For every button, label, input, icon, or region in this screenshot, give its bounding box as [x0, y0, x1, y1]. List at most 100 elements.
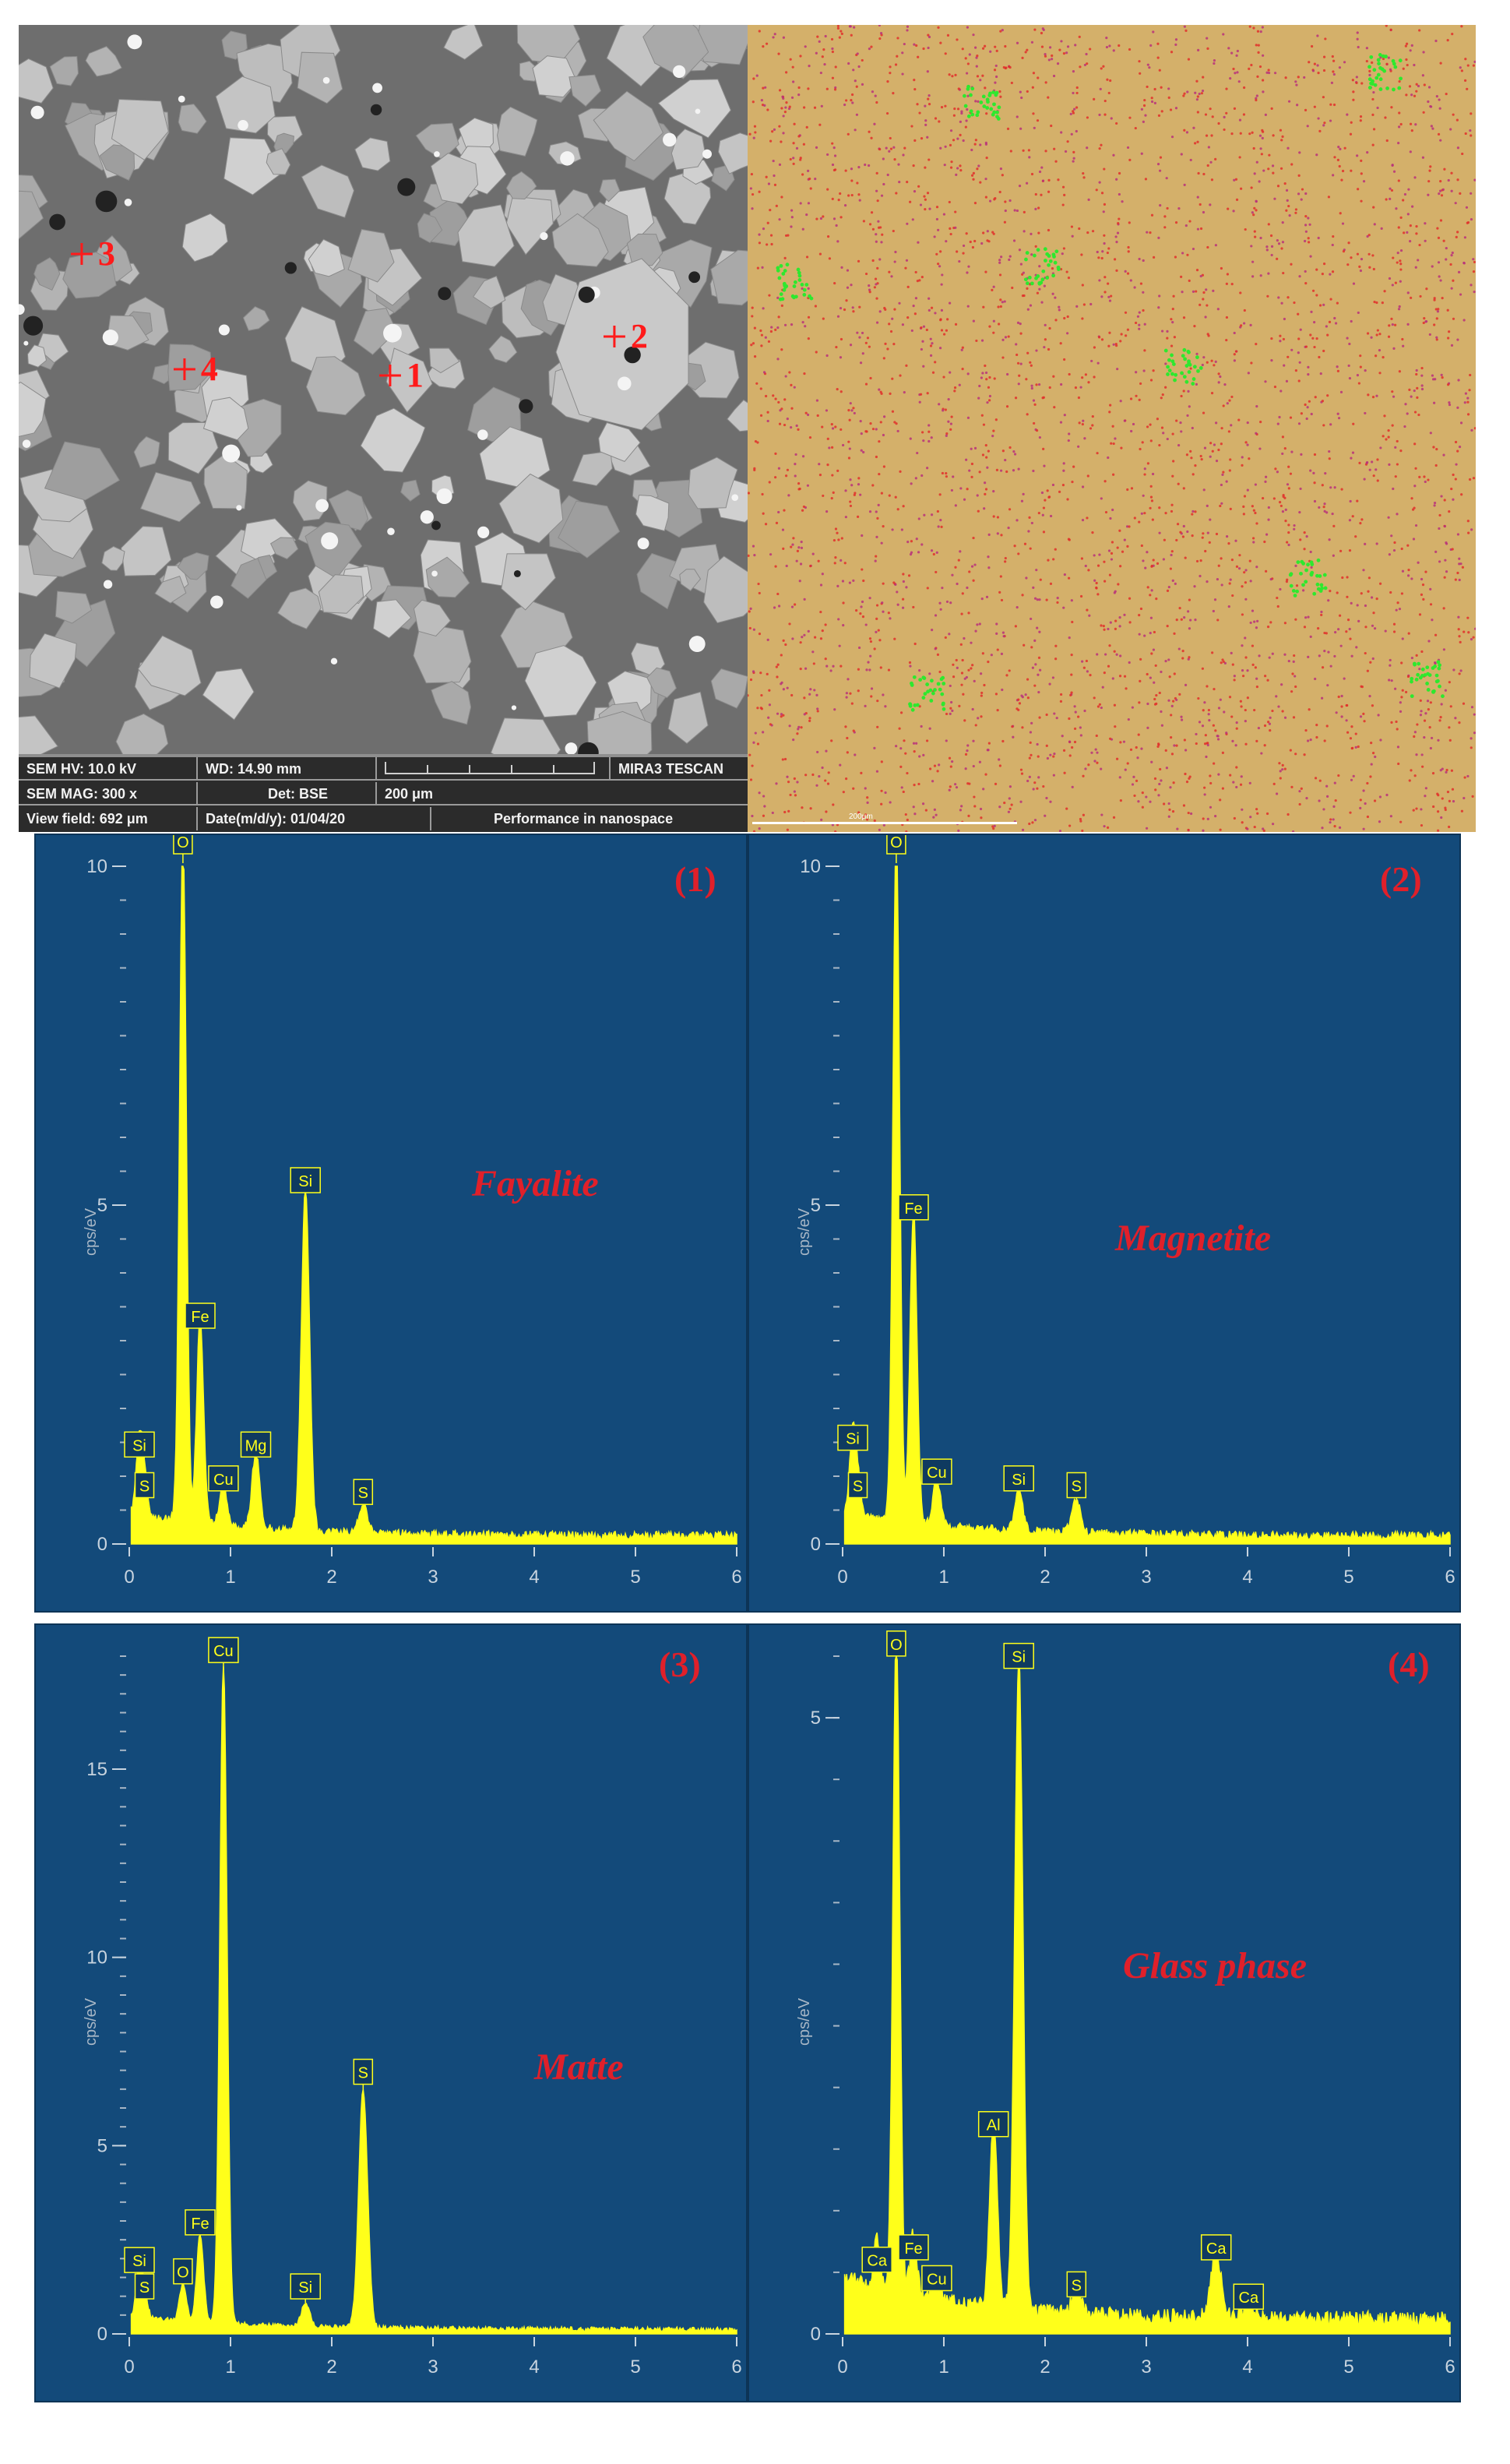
element-dot: [794, 794, 797, 797]
element-dot: [1267, 272, 1270, 275]
element-dot: [1462, 796, 1466, 800]
element-dot: [994, 693, 998, 696]
element-dot: [1293, 527, 1296, 531]
element-dot: [973, 202, 977, 205]
element-dot: [1001, 631, 1005, 634]
element-dot: [1398, 79, 1401, 83]
element-dot: [866, 337, 870, 340]
element-dot: [1091, 230, 1095, 233]
element-dot: [1325, 511, 1329, 514]
element-dot: [795, 424, 798, 428]
element-dot: [1399, 280, 1402, 283]
element-dot: [892, 229, 895, 233]
element-dot: [1038, 265, 1041, 268]
green-element-dot: [1376, 58, 1381, 62]
element-dot: [1054, 548, 1057, 551]
element-dot: [1406, 291, 1410, 294]
element-dot: [1244, 708, 1247, 712]
element-dot: [1456, 533, 1460, 536]
green-element-dot: [1196, 368, 1200, 373]
element-dot: [1329, 423, 1332, 426]
element-dot: [1217, 564, 1220, 567]
element-dot: [1047, 178, 1051, 182]
element-dot: [1102, 210, 1105, 213]
element-dot: [759, 329, 762, 333]
mineral-grain: [626, 233, 663, 266]
element-dot: [1149, 44, 1153, 47]
green-element-dot: [804, 283, 809, 287]
element-dot: [1349, 737, 1353, 740]
element-dot: [1387, 335, 1391, 338]
element-dot: [769, 234, 773, 237]
element-dot: [1315, 153, 1318, 157]
element-dot: [1008, 65, 1011, 69]
element-dot: [1275, 695, 1278, 698]
element-dot: [1410, 769, 1413, 772]
peak-label-o: O: [886, 1630, 906, 1666]
element-dot: [939, 519, 942, 522]
element-dot: [1394, 475, 1397, 478]
element-dot: [1323, 631, 1326, 635]
element-dot: [1449, 128, 1452, 131]
element-dot: [1167, 658, 1170, 661]
element-dot: [1439, 219, 1443, 222]
element-dot: [1451, 548, 1454, 551]
element-dot: [811, 650, 815, 654]
element-dot: [1409, 240, 1412, 243]
element-dot: [998, 805, 1001, 809]
element-dot: [861, 568, 864, 571]
element-dot: [1006, 372, 1009, 376]
element-dot: [972, 33, 975, 37]
element-dot: [1005, 674, 1008, 677]
green-element-dot: [1166, 365, 1170, 369]
element-dot: [1283, 716, 1287, 719]
element-dot: [1043, 346, 1046, 349]
green-element-dot: [975, 113, 980, 118]
green-element-dot: [933, 688, 937, 692]
element-dot: [1051, 483, 1055, 487]
element-dot: [1171, 474, 1174, 478]
element-dot: [1116, 368, 1119, 371]
element-dot: [1044, 323, 1047, 326]
element-dot: [920, 543, 924, 546]
element-dot: [1378, 795, 1382, 798]
element-dot: [1309, 550, 1312, 554]
element-dot: [1225, 315, 1229, 319]
element-dot: [1230, 715, 1234, 718]
element-dot: [1415, 654, 1418, 657]
element-dot: [1389, 28, 1392, 31]
green-element-dot: [1410, 694, 1414, 699]
element-dot: [996, 709, 999, 712]
mineral-grain: [202, 668, 255, 721]
green-element-dot: [1170, 353, 1174, 358]
element-dot: [1205, 755, 1208, 759]
element-dot: [928, 767, 932, 770]
element-dot: [750, 344, 753, 347]
element-dot: [1020, 499, 1024, 502]
element-dot: [926, 136, 929, 139]
element-dot: [938, 493, 942, 496]
green-element-dot: [991, 112, 995, 117]
element-dot: [1242, 113, 1246, 116]
element-dot: [807, 287, 810, 290]
element-dot: [1470, 706, 1474, 709]
element-dot: [1230, 283, 1234, 286]
element-dot: [1341, 576, 1344, 580]
element-dot: [787, 234, 790, 237]
element-dot: [1261, 136, 1264, 139]
element-dot: [1041, 513, 1044, 516]
element-dot: [864, 813, 868, 816]
element-dot: [1369, 661, 1372, 664]
element-dot: [966, 26, 969, 29]
x-tick-label: 6: [1445, 1567, 1455, 1588]
element-dot: [1246, 421, 1249, 425]
element-dot: [1315, 735, 1318, 739]
element-dot: [1371, 657, 1374, 661]
element-dot: [1044, 53, 1047, 56]
element-dot: [1428, 333, 1431, 337]
element-dot: [1001, 301, 1004, 304]
element-dot: [1253, 620, 1256, 623]
element-dot: [1401, 337, 1404, 341]
element-dot: [1472, 477, 1476, 480]
peak-label-box: [134, 2273, 155, 2300]
